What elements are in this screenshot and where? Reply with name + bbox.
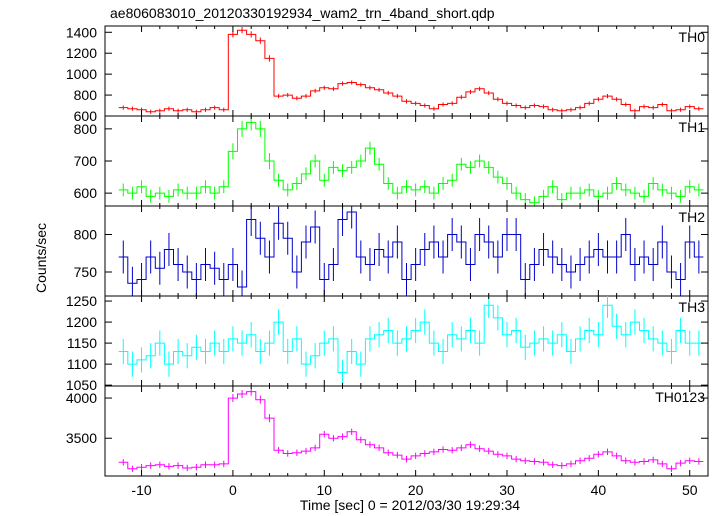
panel-label: TH1 [679,119,706,135]
y-tick-label: 1150 [67,335,97,351]
x-tick-labels: -10 0 10 20 30 40 50 [131,482,697,498]
chart-title: ae806083010_20120330192934_wam2_trn_4ban… [110,5,495,21]
panel-label: TH2 [679,209,706,225]
series-th2 [118,206,704,296]
y-tick-label: 600 [74,108,98,124]
y-axis-label: Counts/sec [33,223,49,293]
y-tick-label: 4000 [66,390,97,406]
y-tick-label: 800 [74,121,98,137]
step-line [118,121,704,204]
panel-th2: 750 800 TH2 [74,205,709,297]
panel-frame [104,385,709,477]
panel-th3: 1050 1100 1150 1200 1250 TH3 [66,293,709,393]
x-tick-label: 40 [591,482,607,498]
x-tick-label: 20 [408,482,424,498]
y-tick-label: 1000 [66,66,97,82]
x-tick-label: 0 [229,482,237,498]
series-th0123 [118,387,704,472]
step-line [118,29,704,113]
panel-th0: 600 800 1000 1200 1400 TH0 [66,24,709,124]
series-th1 [118,116,704,206]
y-tick-label: 800 [74,227,98,243]
y-tick-label: 1050 [66,377,97,393]
y-tick-label: 3500 [66,430,97,446]
step-line [118,211,704,288]
series-th0 [118,27,704,114]
panel-label: TH0 [679,29,706,45]
x-tick-label: 30 [499,482,515,498]
y-tick-label: 1200 [66,314,97,330]
panel-label: TH3 [679,299,706,315]
y-tick-label: 750 [74,264,98,280]
y-tick-label: 1200 [66,45,97,61]
y-tick-label: 600 [74,185,98,201]
y-tick-label: 1100 [67,356,97,372]
y-tick-label: 700 [74,153,98,169]
step-line [118,391,704,470]
y-tick-label: 1400 [66,24,97,40]
step-line [118,304,704,373]
series-th3 [118,296,704,386]
y-tick-label: 800 [74,87,98,103]
x-tick-label: 10 [316,482,332,498]
x-tick-label: -10 [131,482,151,498]
x-tick-label: 50 [682,482,698,498]
y-tick-label: 1250 [66,293,97,309]
panel-th0123: 3500 4000 TH0123 [66,385,709,477]
panel-th1: 600 700 800 TH1 [74,115,709,207]
panel-label: TH0123 [655,389,705,405]
x-axis-label: Time [sec] 0 = 2012/03/30 19:29:34 [300,497,520,513]
